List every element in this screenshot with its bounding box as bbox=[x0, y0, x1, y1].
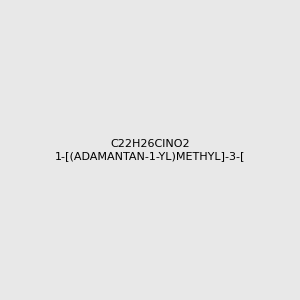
Text: C22H26ClNO2
1-[(ADAMANTAN-1-YL)METHYL]-3-[: C22H26ClNO2 1-[(ADAMANTAN-1-YL)METHYL]-3… bbox=[55, 139, 245, 161]
